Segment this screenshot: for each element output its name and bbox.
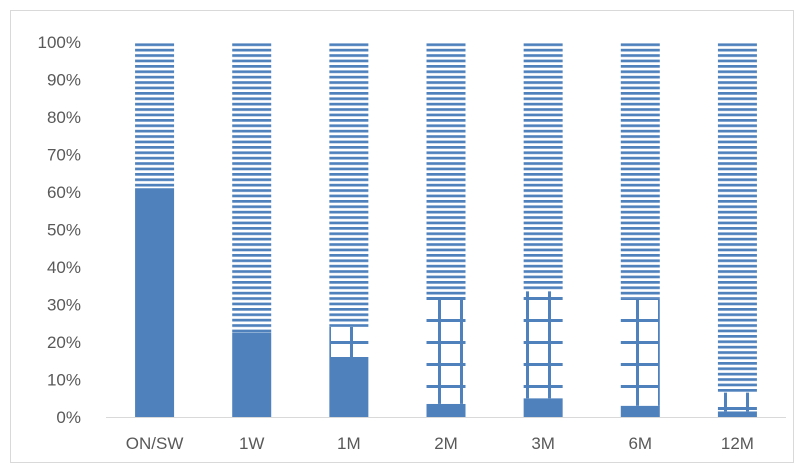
x-category-label: 12M — [721, 434, 754, 453]
bar-segment-solid — [135, 188, 175, 417]
bar-segment-grid — [426, 297, 466, 404]
x-axis: ON/SW 1W 1M 2M 3M 6M 12M — [106, 417, 786, 453]
bar-segment-horizontal-stripes — [426, 42, 466, 297]
bar-segment-horizontal-stripes — [329, 42, 369, 327]
bar-segment-solid — [523, 398, 563, 417]
bar-segment-grid — [717, 392, 757, 412]
bar-segment-solid — [620, 405, 660, 417]
bar-segment-horizontal-stripes — [232, 42, 272, 333]
x-category-label: 2M — [434, 434, 458, 453]
x-category-label: 1W — [239, 434, 265, 453]
y-tick-label: 10% — [47, 371, 81, 390]
bar-segment-solid — [426, 403, 466, 417]
y-tick-label: 50% — [47, 221, 81, 240]
y-tick-label: 0% — [56, 408, 81, 427]
bar-segment-solid — [232, 332, 272, 417]
x-category-label: ON/SW — [126, 434, 184, 453]
y-tick-label: 100% — [38, 33, 81, 52]
x-category-label: 3M — [531, 434, 555, 453]
y-tick-label: 20% — [47, 333, 81, 352]
y-tick-label: 80% — [47, 108, 81, 127]
bar-segment-grid — [329, 327, 369, 357]
y-axis: 0% 10% 20% 30% 40% 50% 60% 70% 80% 90% 100% — [38, 33, 81, 427]
chart-frame: 0% 10% 20% 30% 40% 50% 60% 70% 80% 90% 100% ON/SW 1… — [10, 10, 794, 463]
bar-segment-grid — [523, 291, 563, 399]
bar-segment-solid — [329, 357, 369, 417]
bars — [135, 42, 757, 417]
y-tick-label: 70% — [47, 146, 81, 165]
y-tick-label: 60% — [47, 183, 81, 202]
stacked-bar-chart: 0% 10% 20% 30% 40% 50% 60% 70% 80% 90% 100% ON/SW 1… — [38, 33, 786, 453]
bar-segment-solid — [717, 411, 757, 417]
y-tick-label: 90% — [47, 71, 81, 90]
bar-segment-horizontal-stripes — [523, 42, 563, 292]
x-category-label: 6M — [628, 434, 652, 453]
bar-segment-grid — [620, 298, 660, 406]
x-category-label: 1M — [337, 434, 361, 453]
bar-segment-horizontal-stripes — [135, 42, 175, 189]
bar-segment-horizontal-stripes — [620, 42, 660, 299]
bar-segment-horizontal-stripes — [717, 42, 757, 393]
y-tick-label: 40% — [47, 258, 81, 277]
y-tick-label: 30% — [47, 296, 81, 315]
